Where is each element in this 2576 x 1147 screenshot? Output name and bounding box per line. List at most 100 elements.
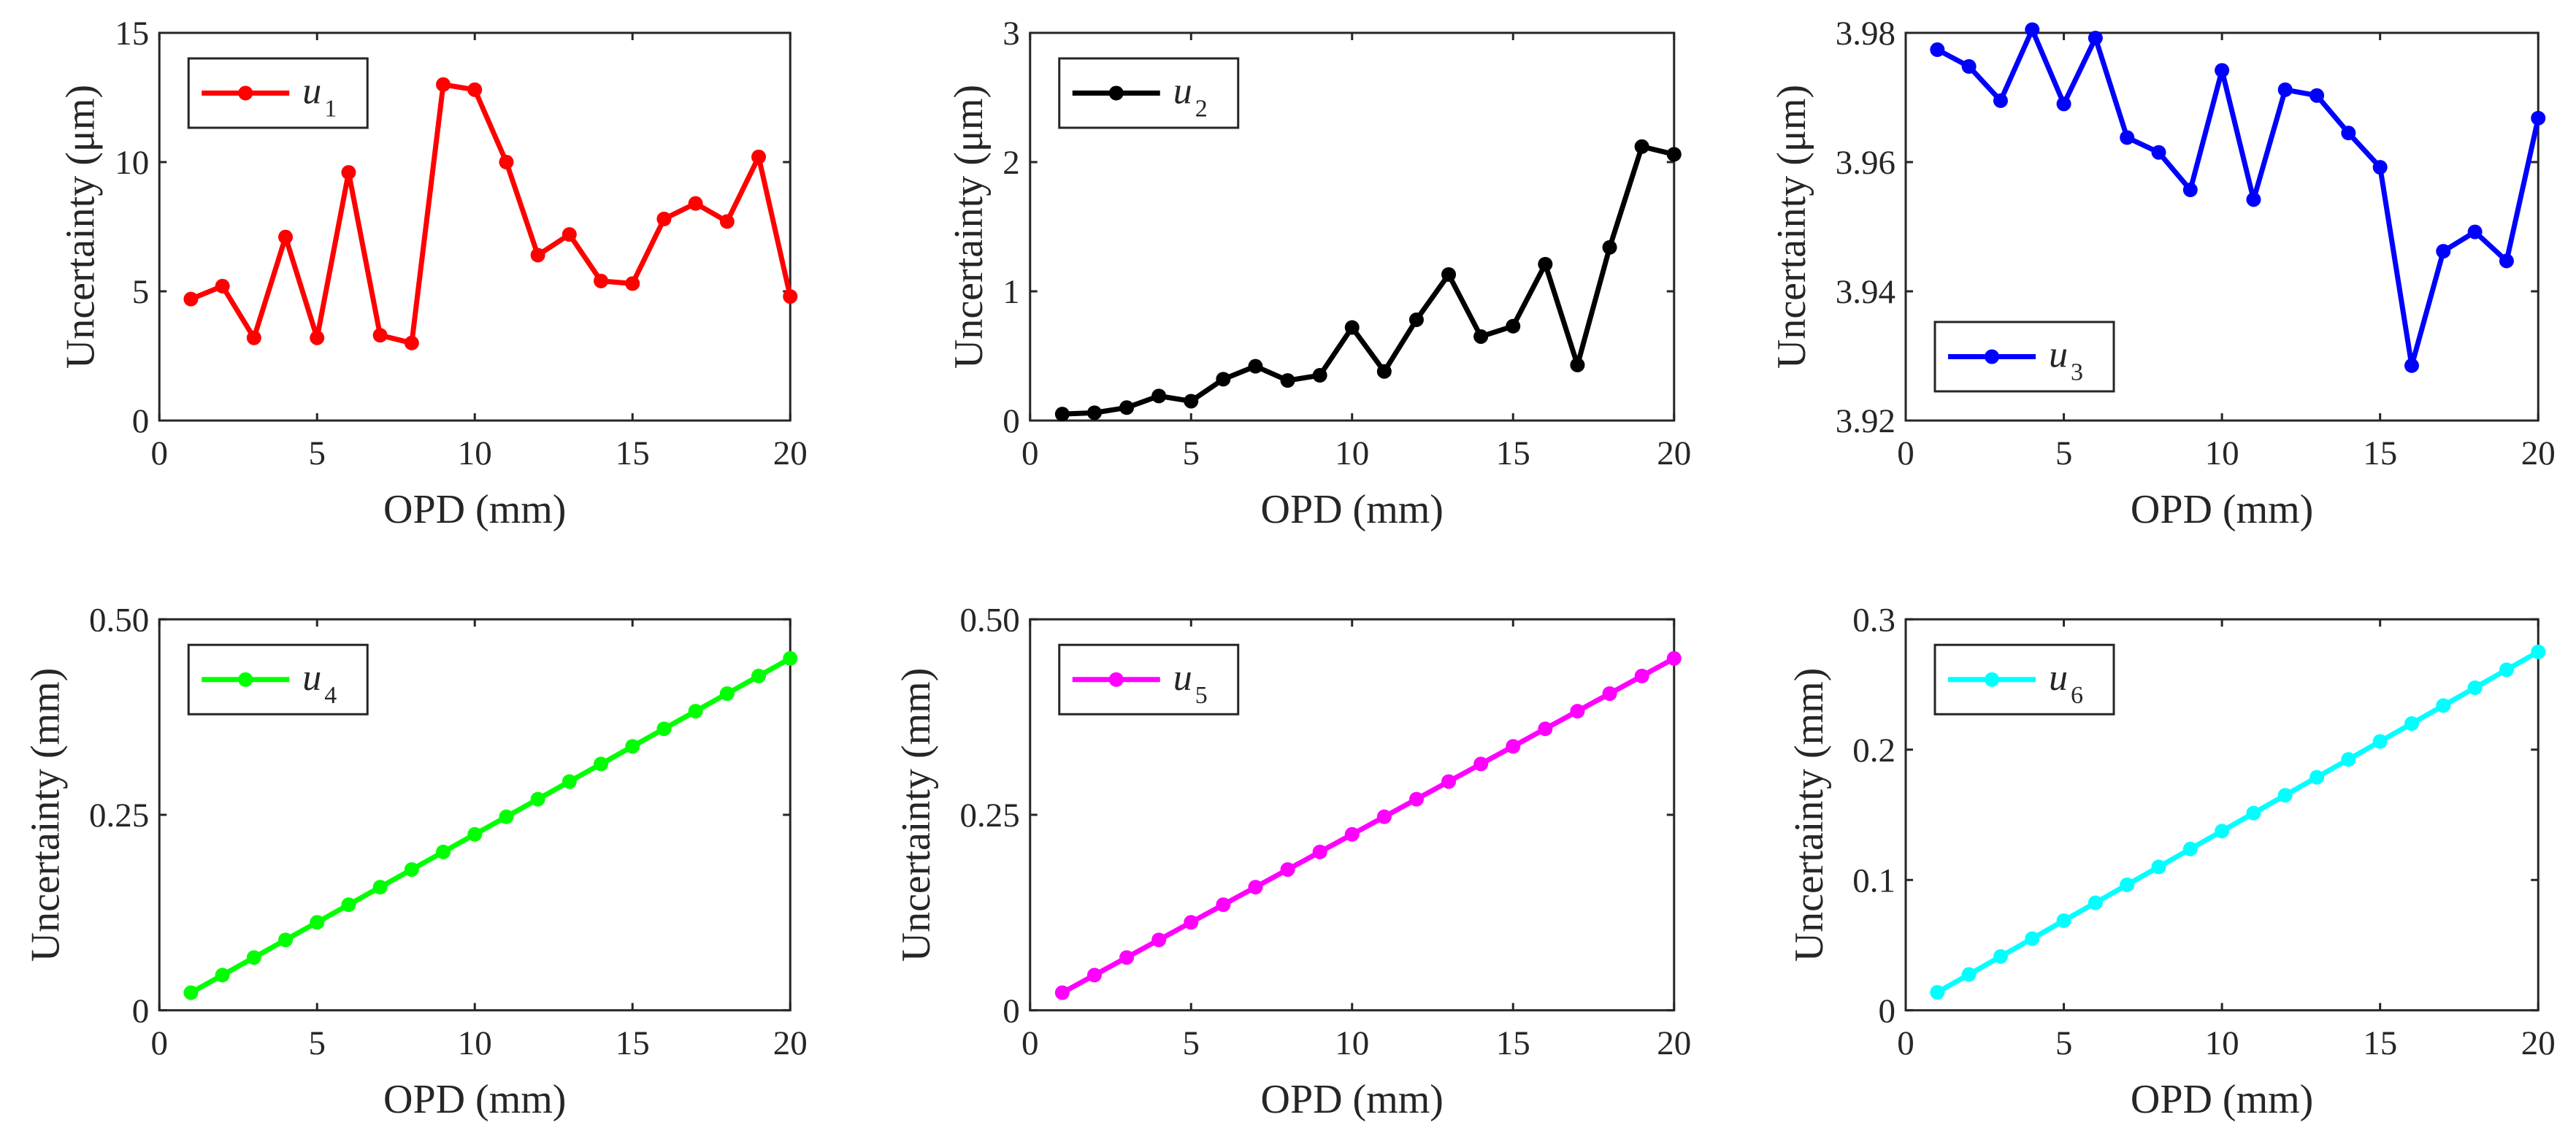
data-point [310, 330, 325, 345]
y-tick-label: 3.94 [1836, 273, 1895, 311]
data-point [1280, 373, 1295, 388]
data-point [1506, 318, 1521, 334]
data-point [1248, 880, 1263, 895]
y-axis-label: Uncertainty (mm) [894, 668, 939, 962]
y-axis-label: Uncertainty (μm) [58, 85, 103, 369]
y-tick-label: 1 [1003, 273, 1020, 311]
data-point [2309, 770, 2325, 785]
data-point [1054, 985, 1070, 1000]
data-point [530, 248, 545, 263]
data-point [1993, 949, 2008, 964]
data-point [2436, 698, 2451, 713]
x-tick-label: 5 [309, 1024, 326, 1062]
y-axis-label: Uncertainty (μm) [946, 85, 992, 369]
data-point [2404, 358, 2419, 373]
data-point [751, 668, 767, 683]
data-point [246, 330, 261, 345]
data-point [1408, 312, 1424, 327]
x-tick-label: 15 [2363, 1024, 2397, 1062]
data-point [1119, 950, 1135, 965]
data-point [2372, 734, 2388, 749]
data-point [2531, 644, 2546, 659]
x-axis-label: OPD (mm) [1261, 487, 1444, 532]
x-tick-label: 10 [458, 1024, 492, 1062]
data-point [2341, 752, 2356, 767]
data-point [2467, 224, 2483, 239]
data-point [688, 704, 703, 719]
data-point [1119, 400, 1135, 415]
x-tick-label: 10 [1335, 1024, 1369, 1062]
data-point [719, 686, 735, 701]
series-line-u2 [1062, 144, 1675, 417]
y-tick-label: 0.3 [1852, 601, 1895, 639]
x-tick-label: 20 [773, 1024, 808, 1062]
data-point [751, 149, 767, 164]
legend-swatch-marker [1108, 85, 1124, 101]
legend-label: u [302, 71, 321, 112]
y-axis-label: Uncertainty (mm) [23, 668, 68, 962]
data-point [2151, 145, 2166, 160]
data-point [2182, 841, 2198, 856]
data-point [2499, 253, 2514, 269]
legend-subscript: 5 [1195, 682, 1208, 709]
data-point [2182, 183, 2198, 198]
data-point [278, 229, 294, 245]
data-point [2467, 680, 2483, 695]
data-point [436, 77, 451, 92]
data-point [1344, 826, 1360, 842]
data-point [1151, 388, 1167, 404]
legend-label: u [2049, 657, 2068, 699]
data-point [467, 82, 483, 97]
series-line-u3 [1936, 27, 2541, 369]
data-point [1602, 686, 1617, 701]
data-point [1473, 756, 1489, 772]
data-point [1538, 721, 1553, 737]
data-point [1961, 59, 1977, 74]
data-point [2404, 716, 2419, 732]
x-tick-label: 5 [1183, 434, 1200, 472]
data-point [783, 289, 798, 304]
data-point [499, 809, 514, 824]
data-point [1666, 147, 1682, 162]
legend-swatch-marker [238, 672, 253, 687]
data-point [2025, 22, 2040, 37]
data-point [1441, 774, 1457, 789]
x-tick-label: 10 [1335, 434, 1369, 472]
subplot-6: 0 5 10 15 20 0 0.1 0.2 0.3 OPD (mm) Uncertainty (m… [1787, 601, 2556, 1122]
data-point [2309, 88, 2325, 103]
legend-label: u [1173, 657, 1192, 699]
legend-swatch-marker [1108, 672, 1124, 687]
y-tick-label: 0.2 [1852, 732, 1895, 770]
data-point [561, 227, 577, 242]
data-point [2151, 859, 2166, 875]
data-point [1408, 791, 1424, 807]
data-point [1086, 967, 1102, 983]
data-point [1344, 320, 1360, 335]
data-point [2372, 160, 2388, 175]
x-tick-label: 15 [1496, 1024, 1530, 1062]
x-tick-label: 0 [1021, 434, 1039, 472]
data-point [183, 291, 199, 307]
data-point [2088, 31, 2103, 46]
data-point [719, 214, 735, 229]
data-point [2246, 805, 2261, 821]
data-point [1054, 407, 1070, 422]
x-tick-label: 10 [2205, 1024, 2239, 1062]
x-tick-label: 5 [2055, 1024, 2073, 1062]
y-tick-label: 0 [1879, 992, 1896, 1030]
data-point [2088, 895, 2103, 910]
data-point [656, 211, 672, 226]
y-tick-label: 0 [1003, 992, 1020, 1030]
data-point [2499, 662, 2514, 678]
y-axis-label: Uncertainty (μm) [1769, 85, 1814, 369]
data-point [372, 880, 388, 895]
data-point [278, 932, 294, 948]
x-tick-label: 10 [458, 434, 492, 472]
data-point [561, 774, 577, 789]
y-tick-label: 5 [132, 273, 150, 311]
data-point [1151, 932, 1167, 948]
